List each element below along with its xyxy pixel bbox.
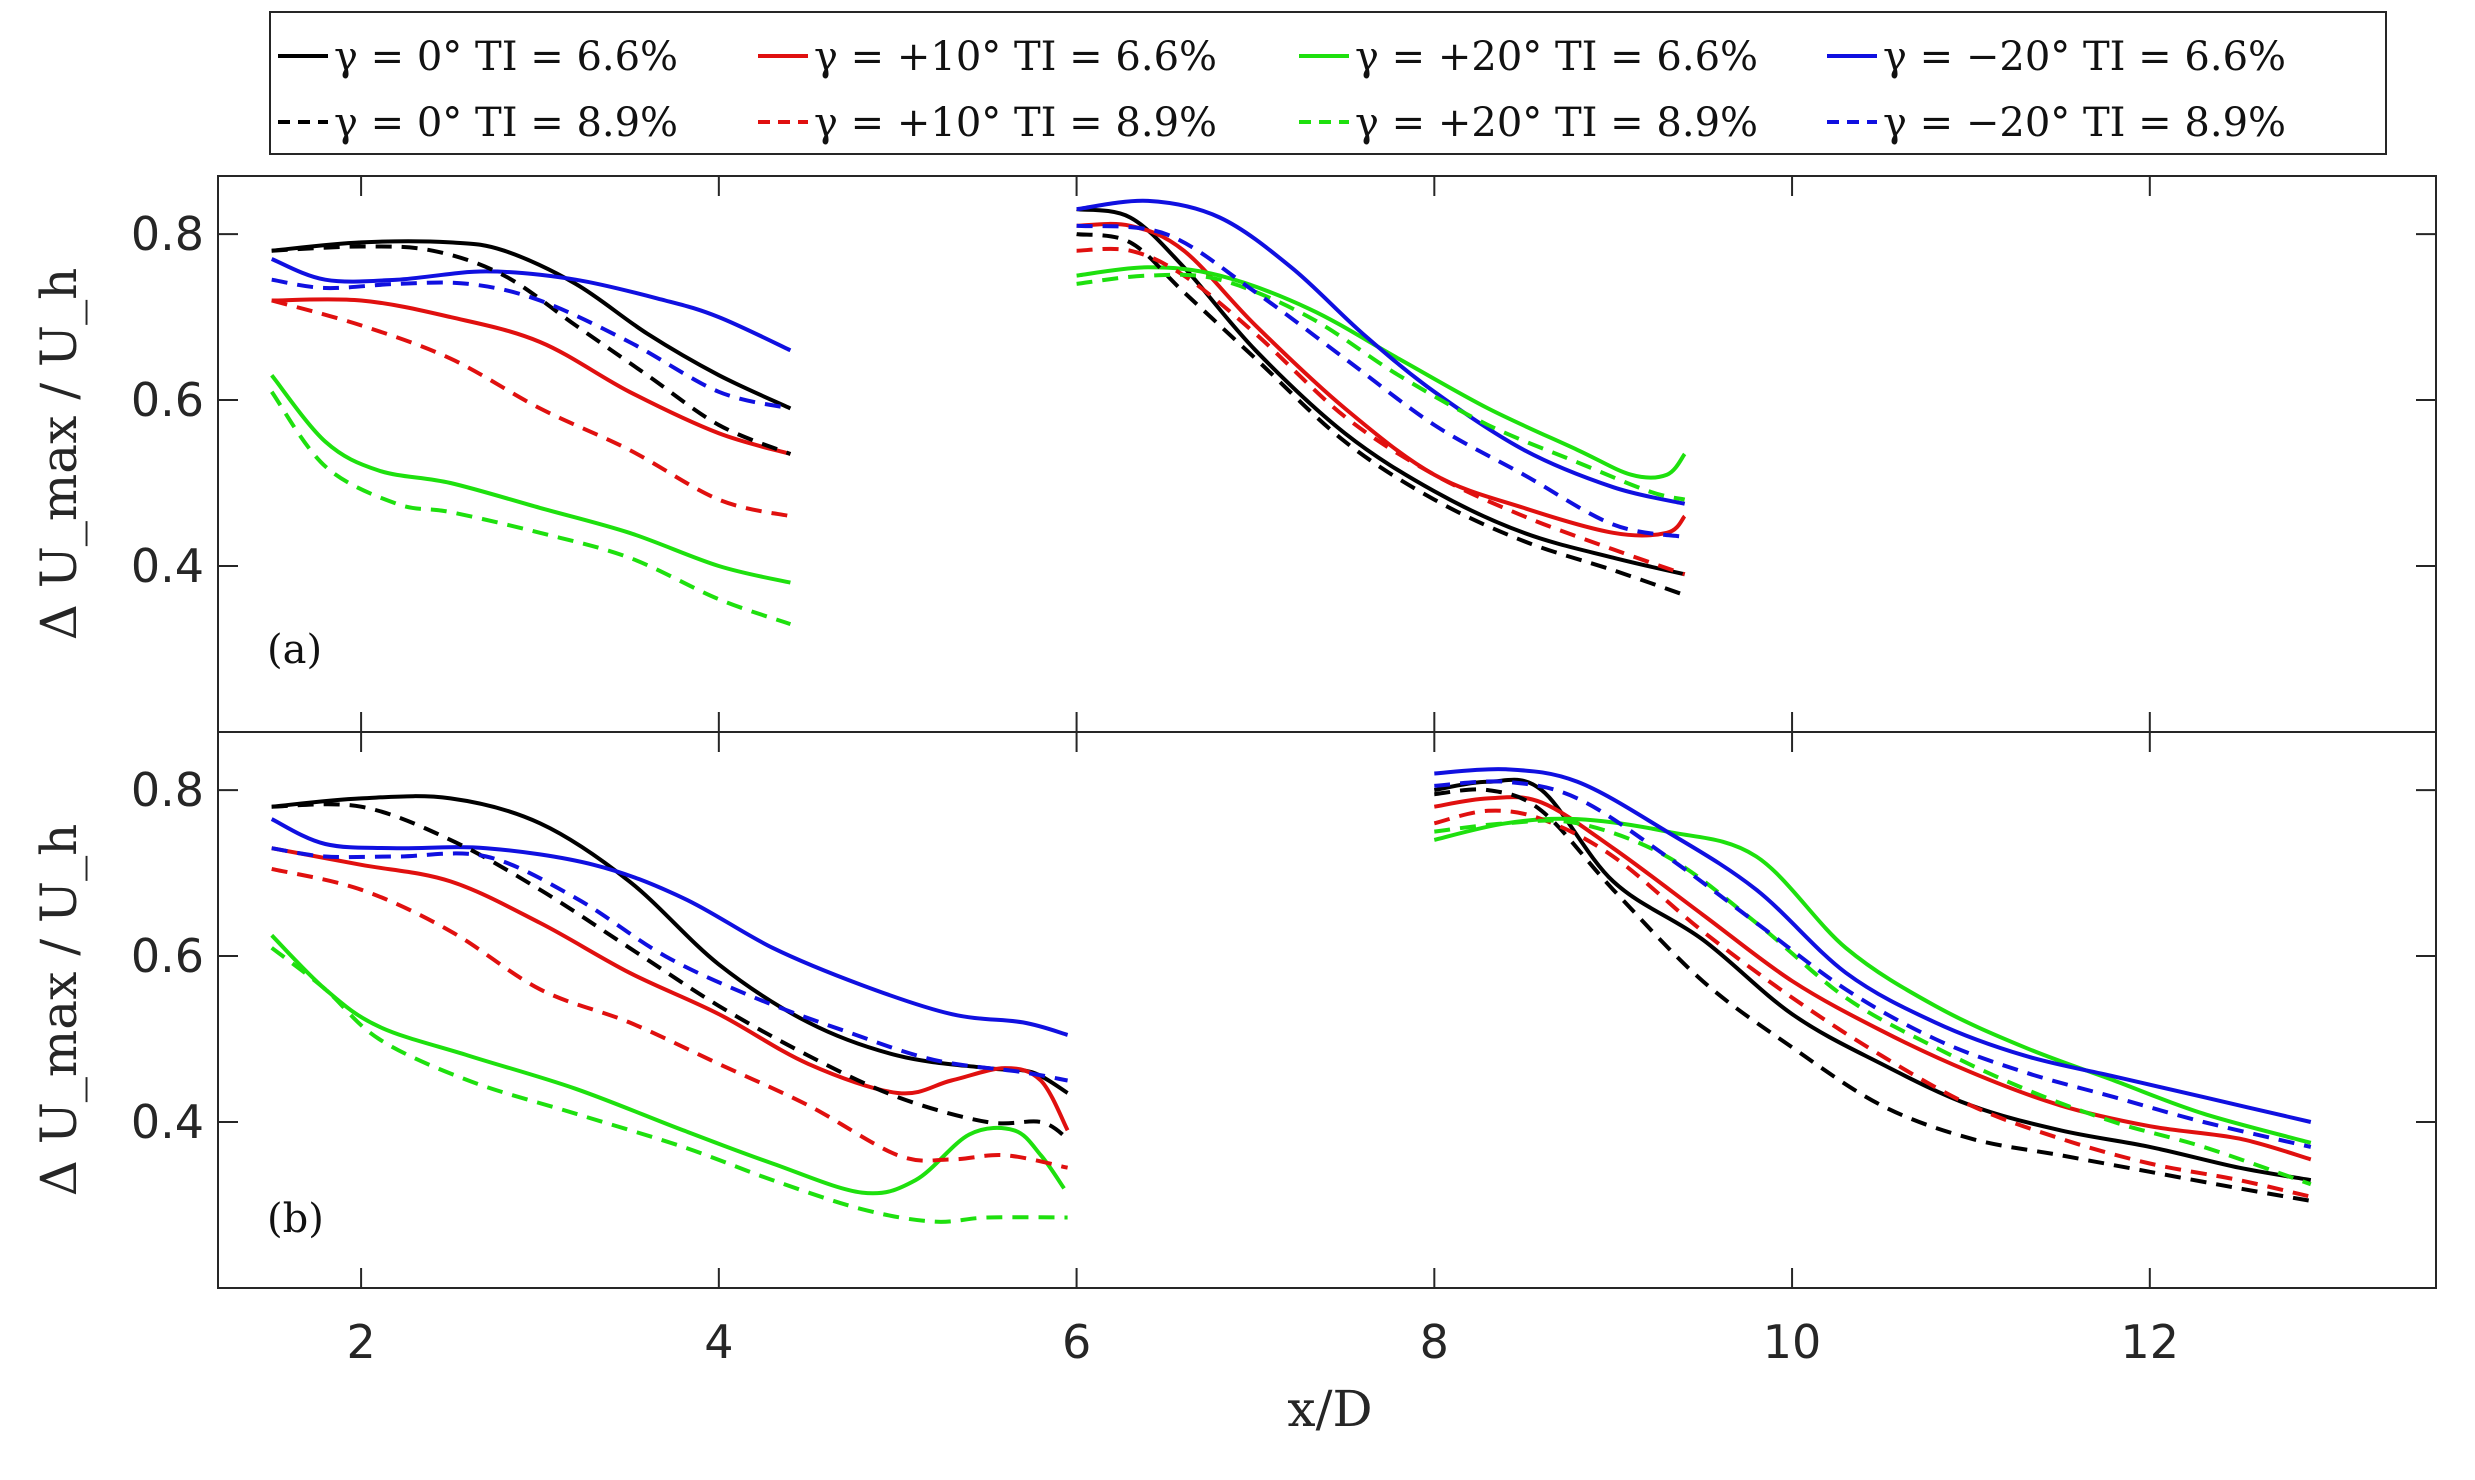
panel-b-y-tick-label: 0.8 bbox=[131, 763, 204, 817]
series-line-g10_66 bbox=[271, 297, 791, 456]
panel-b: 0.4 0.6 0.8 (b) bbox=[131, 731, 2437, 1289]
legend-entry-label: γ = +20° TI = 6.6% bbox=[1355, 34, 1758, 80]
series-line-g20_66 bbox=[270, 373, 791, 585]
panel-b-y-tick-label: 0.4 bbox=[131, 1095, 204, 1149]
panel-a-y-tick-label: 0.8 bbox=[131, 207, 204, 261]
series-line-g10_89 bbox=[271, 298, 791, 519]
series-line-g20_89 bbox=[1434, 818, 2312, 1187]
series-line-gm20_89 bbox=[1076, 223, 1686, 539]
x-tick-label: 10 bbox=[1763, 1315, 1822, 1369]
legend-entry-label: γ = −20° TI = 6.6% bbox=[1883, 34, 2286, 80]
legend-entry-label: γ = +10° TI = 6.6% bbox=[814, 34, 1217, 80]
panel-b-y-tick-label: 0.6 bbox=[131, 929, 204, 983]
panel-a-frame bbox=[217, 175, 2437, 733]
legend-entry-label: γ = +20° TI = 8.9% bbox=[1355, 100, 1758, 146]
panel-a-y-tick-label: 0.6 bbox=[131, 373, 204, 427]
panel-a-ticks: 0.4 0.6 0.8 bbox=[131, 176, 2436, 732]
x-tick-label: 4 bbox=[704, 1315, 733, 1369]
panel-a-tag: (a) bbox=[267, 627, 322, 673]
series-line-gm20_66 bbox=[1076, 198, 1686, 506]
x-tick-label: 6 bbox=[1062, 1315, 1091, 1369]
series-line-gm20_66 bbox=[1434, 767, 2312, 1124]
x-tick-label: 12 bbox=[2121, 1315, 2180, 1369]
x-axis-title: x/D bbox=[1287, 1380, 1372, 1438]
series-line-g10_89 bbox=[1076, 246, 1686, 577]
series-line-g0_89 bbox=[271, 244, 792, 456]
y-axis-title-a: Δ U_max / U_h bbox=[30, 268, 88, 641]
y-axis-title-text: Δ U_max / U_h bbox=[30, 268, 88, 641]
y-axis-title-b: Δ U_max / U_h bbox=[30, 824, 88, 1197]
legend-entry-label: γ = 0° TI = 6.6% bbox=[334, 34, 678, 80]
series-line-g20_66 bbox=[270, 933, 1066, 1196]
series-line-g20_66 bbox=[1433, 816, 2312, 1145]
legend-box bbox=[269, 11, 2387, 155]
series-line-g10_66 bbox=[1076, 221, 1687, 538]
series-line-g0_89 bbox=[271, 802, 1069, 1141]
panel-a-y-tick-label: 0.4 bbox=[131, 539, 204, 593]
series-line-g20_89 bbox=[1076, 272, 1686, 502]
panel-b-series bbox=[270, 767, 2312, 1224]
series-line-g0_66 bbox=[1433, 777, 2312, 1183]
legend-entry-label: γ = 0° TI = 8.9% bbox=[334, 100, 678, 146]
panel-b-frame bbox=[217, 731, 2437, 1289]
series-line-g0_89 bbox=[1434, 787, 2312, 1203]
series-line-g0_66 bbox=[1076, 207, 1686, 577]
series-line-g0_89 bbox=[1076, 232, 1686, 597]
legend: γ = 0° TI = 6.6% γ = +10° TI = 6.6% γ = +2… bbox=[269, 11, 2387, 155]
series-line-gm20_89 bbox=[271, 277, 791, 411]
panel-b-tag: (b) bbox=[267, 1196, 324, 1242]
series-line-g10_66 bbox=[1433, 795, 2312, 1162]
series-line-g10_89 bbox=[271, 866, 1068, 1170]
series-line-g20_66 bbox=[1076, 265, 1687, 480]
y-axis-title-text: Δ U_max / U_h bbox=[30, 824, 88, 1197]
x-tick-label: 2 bbox=[346, 1315, 375, 1369]
series-line-gm20_89 bbox=[271, 846, 1068, 1083]
series-line-g0_66 bbox=[271, 239, 792, 411]
legend-entry-label: γ = +10° TI = 8.9% bbox=[814, 100, 1217, 146]
panel-a-series bbox=[270, 198, 1687, 626]
series-line-g20_89 bbox=[270, 946, 1068, 1224]
panel-b-ticks: 0.4 0.6 0.8 bbox=[131, 732, 2436, 1288]
x-tick-labels: 2 4 6 8 10 12 bbox=[346, 1315, 2179, 1369]
legend-entry-label: γ = −20° TI = 8.9% bbox=[1883, 100, 2286, 146]
series-line-g20_89 bbox=[270, 390, 792, 626]
x-tick-label: 8 bbox=[1420, 1315, 1449, 1369]
series-line-gm20_66 bbox=[270, 257, 792, 353]
panel-a: 0.4 0.6 0.8 (a) bbox=[131, 175, 2437, 733]
series-line-gm20_66 bbox=[270, 817, 1069, 1037]
series-line-gm20_89 bbox=[1434, 779, 2312, 1149]
